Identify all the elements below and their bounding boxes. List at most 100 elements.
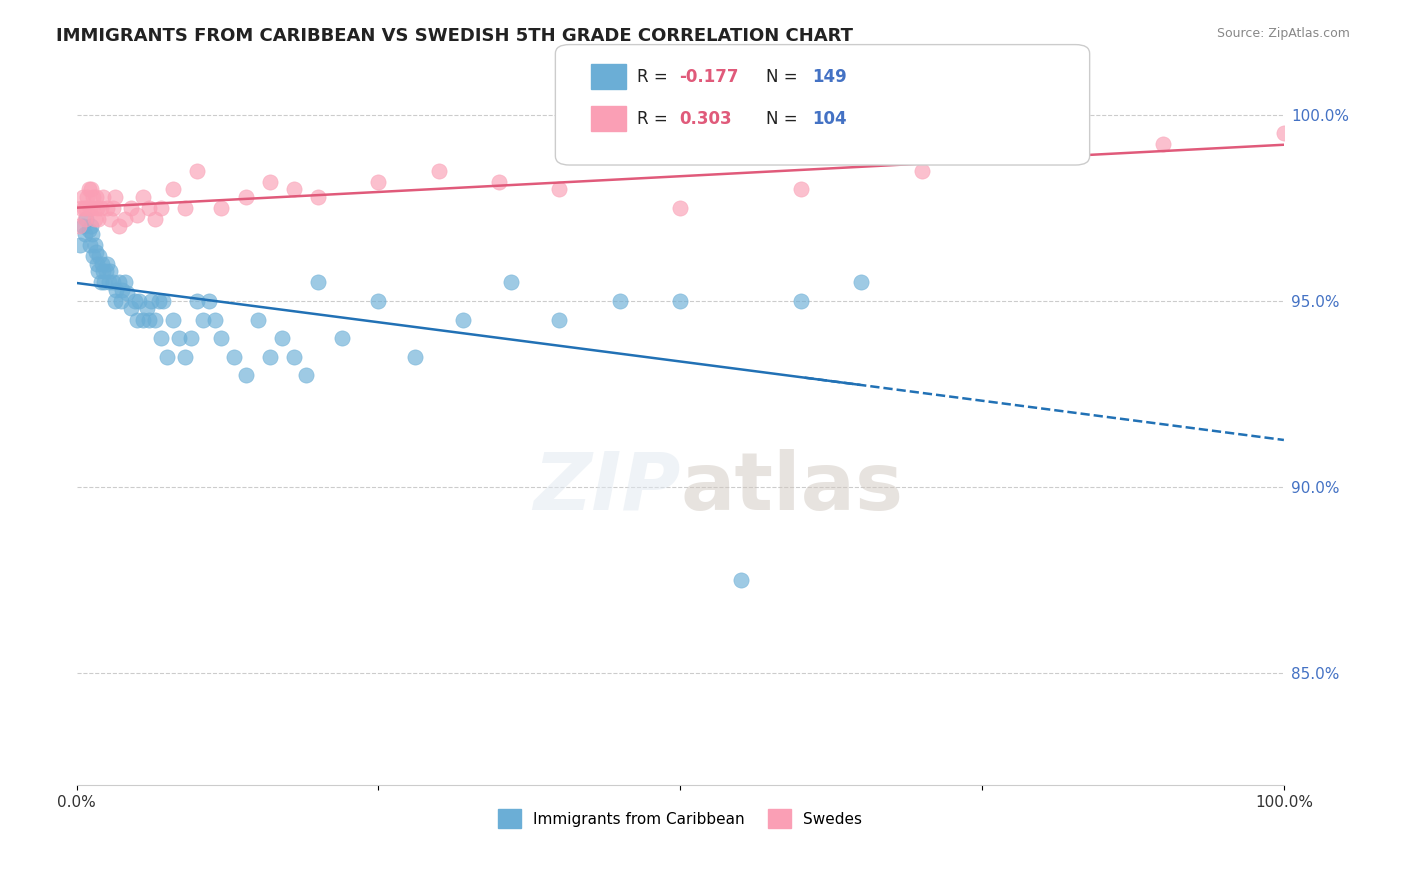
Point <box>76 189 98 203</box>
Point <box>83 211 105 226</box>
Point <box>82 189 104 203</box>
Point <box>98 275 121 289</box>
Point <box>120 201 142 215</box>
Point <box>125 312 148 326</box>
Point <box>87 264 110 278</box>
Point <box>186 163 208 178</box>
Point <box>105 283 128 297</box>
Point <box>93 275 115 289</box>
Point <box>235 189 257 203</box>
Point <box>851 275 873 289</box>
Point <box>132 189 155 203</box>
Point <box>128 293 150 308</box>
Point <box>669 293 692 308</box>
Point <box>180 331 202 345</box>
Point <box>90 257 112 271</box>
Point <box>548 312 571 326</box>
Point <box>77 182 100 196</box>
Text: atlas: atlas <box>681 449 903 527</box>
Point <box>124 293 146 308</box>
Point <box>108 275 131 289</box>
Point <box>143 312 166 326</box>
Point <box>404 350 426 364</box>
Point <box>120 301 142 316</box>
Point <box>91 264 114 278</box>
Point <box>222 350 245 364</box>
Point <box>101 201 124 215</box>
Point <box>235 368 257 383</box>
Point <box>94 264 117 278</box>
Point <box>101 275 124 289</box>
Point <box>150 201 173 215</box>
Point <box>367 293 389 308</box>
Point <box>135 301 157 316</box>
Point <box>67 219 90 234</box>
Point <box>488 175 510 189</box>
Point <box>270 331 292 345</box>
Text: 104: 104 <box>813 110 848 128</box>
Point <box>138 312 160 326</box>
Point <box>87 211 110 226</box>
Point <box>96 257 118 271</box>
Point <box>77 223 100 237</box>
Point <box>204 312 226 326</box>
Point <box>911 163 934 178</box>
Point <box>609 293 631 308</box>
Point <box>193 312 215 326</box>
Point <box>162 312 184 326</box>
Point <box>209 201 232 215</box>
Text: N =: N = <box>766 68 803 86</box>
Point <box>174 201 197 215</box>
Point <box>141 293 163 308</box>
Point <box>104 293 127 308</box>
Point <box>114 211 136 226</box>
Point <box>72 189 94 203</box>
Point <box>73 227 96 241</box>
Point <box>110 293 132 308</box>
Point <box>69 238 91 252</box>
Point <box>669 201 692 215</box>
Text: 149: 149 <box>813 68 848 86</box>
Point <box>330 331 353 345</box>
Point <box>98 264 121 278</box>
Point <box>259 350 281 364</box>
Point <box>80 219 103 234</box>
Point <box>730 573 752 587</box>
Point <box>86 201 108 215</box>
Point <box>283 182 305 196</box>
Point <box>73 211 96 226</box>
Point <box>548 182 571 196</box>
Point <box>209 331 232 345</box>
Text: Source: ZipAtlas.com: Source: ZipAtlas.com <box>1216 27 1350 40</box>
Point <box>259 175 281 189</box>
Point <box>80 182 103 196</box>
Point <box>86 257 108 271</box>
Point <box>98 211 121 226</box>
Point <box>108 219 131 234</box>
Point <box>79 201 101 215</box>
Point <box>90 275 112 289</box>
Point <box>72 219 94 234</box>
Point <box>152 293 174 308</box>
Point <box>82 249 104 263</box>
Point <box>84 245 107 260</box>
Point <box>148 293 170 308</box>
Point <box>246 312 269 326</box>
Text: 0.303: 0.303 <box>679 110 731 128</box>
Point <box>451 312 474 326</box>
Text: R =: R = <box>637 110 673 128</box>
Point <box>295 368 318 383</box>
Point <box>162 182 184 196</box>
Point <box>82 227 104 241</box>
Point <box>150 331 173 345</box>
Point <box>104 189 127 203</box>
Point <box>82 201 104 215</box>
Point <box>91 189 114 203</box>
Point <box>307 275 329 289</box>
Text: R =: R = <box>637 68 673 86</box>
Text: ZIP: ZIP <box>533 449 681 527</box>
Point <box>1031 145 1053 159</box>
Point <box>96 201 118 215</box>
Point <box>1272 126 1295 140</box>
Point <box>198 293 221 308</box>
